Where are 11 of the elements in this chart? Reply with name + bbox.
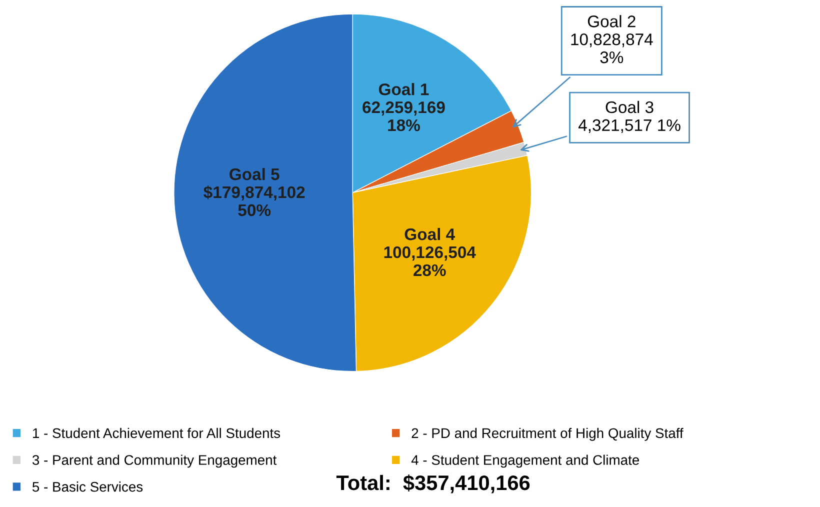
data-label: Goal 2 10,828,874 3% (571, 15, 653, 64)
data-label: Goal 3 4,321,517 1% (578, 100, 680, 134)
legend-label: 2 - PD and Recruitment of High Quality Staff (412, 428, 684, 441)
legend-label: 4 - Student Engagement and Climate (411, 454, 640, 468)
data-label: Goal 5 $179,874,102 50% (204, 168, 305, 216)
legend-label: 1 - Student Achievement for All Students (33, 428, 280, 438)
legend-label: 5 - Basic Services (32, 482, 143, 492)
legend-label: 3 - Parent and Community Engagement (32, 454, 277, 468)
data-label: Goal 1 62,259,169 18% (362, 83, 445, 132)
data-label: Goal 4 100,126,504 28% (384, 228, 476, 276)
text: Total: $357,410,166 (336, 474, 530, 494)
